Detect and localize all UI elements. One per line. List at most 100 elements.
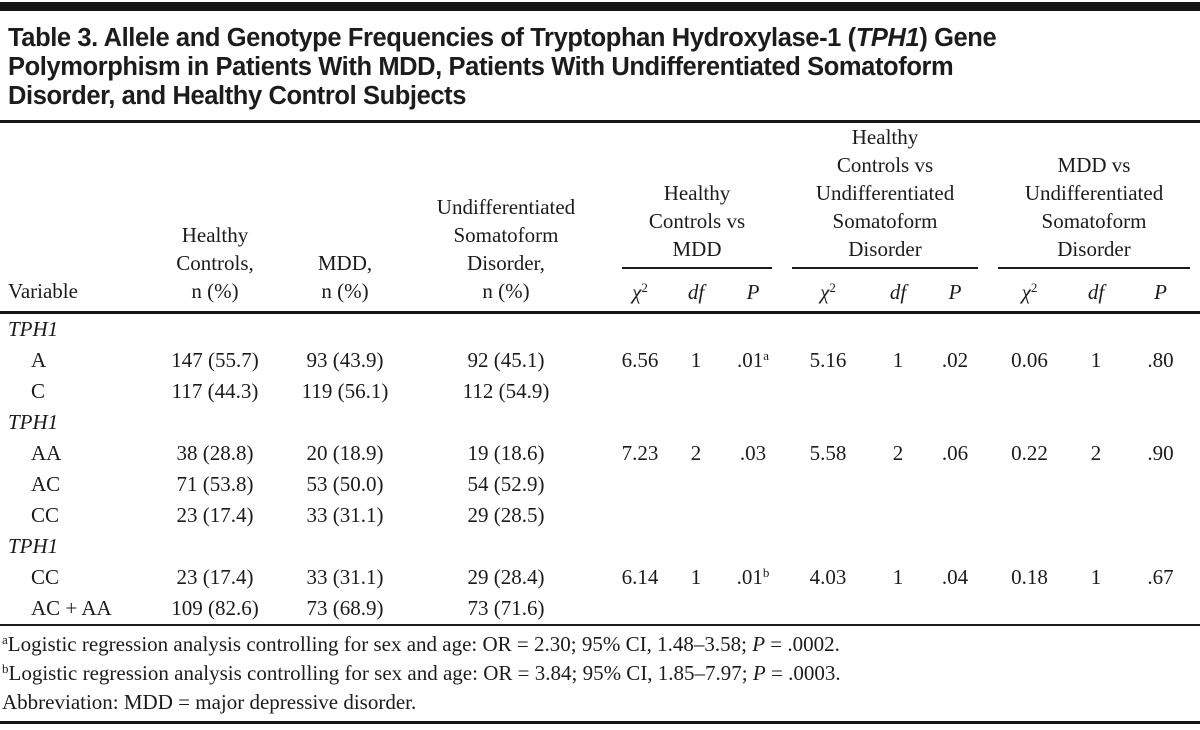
table-row: CC 23 (17.4) 33 (31.1) 29 (28.4) 6.14 1 .01b 4.… — [0, 562, 1200, 593]
top-rule-bar — [0, 2, 1200, 11]
value-cell — [922, 500, 988, 531]
value-cell — [668, 593, 724, 626]
value-cell: 33 (31.1) — [306, 565, 384, 589]
value-cell — [782, 500, 874, 531]
header-group-row: Variable Healthy Controls, n (%) MDD, n … — [0, 123, 1200, 314]
value-cell: .01a — [736, 348, 770, 372]
value-cell: 0.06 — [1011, 348, 1048, 372]
value-cell: 6.14 — [621, 565, 659, 589]
variable-cell: A — [31, 348, 47, 372]
value-cell — [724, 593, 783, 626]
value-cell: .04 — [941, 565, 969, 589]
value-cell — [724, 469, 782, 500]
variable-cell: C — [31, 379, 46, 403]
value-cell: 119 (56.1) — [301, 379, 389, 403]
chi-exponent: 2 — [829, 280, 836, 295]
table-footnotes: aLogistic regression analysis controllin… — [2, 630, 1200, 717]
value-cell — [874, 376, 922, 407]
value-cell — [922, 376, 988, 407]
value-cell: 1 — [1090, 348, 1102, 372]
value-cell — [612, 469, 668, 500]
value-cell: 112 (54.9) — [462, 379, 550, 403]
table-row: C 117 (44.3) 119 (56.1) 112 (54.9) — [0, 376, 1200, 407]
value-cell: 19 (18.6) — [467, 441, 545, 465]
value-cell: .02 — [941, 348, 969, 372]
group-header-mdd-vs-somatoform: MDD vs Undifferentiated Somatoform Disor… — [988, 123, 1200, 269]
value-cell: .80 — [1147, 348, 1174, 372]
table-title: Table 3. Allele and Genotype Frequencies… — [8, 24, 1192, 111]
value-cell: 1 — [690, 348, 702, 372]
value-cell: .01b — [736, 565, 770, 589]
value-cell: 54 (52.9) — [467, 472, 545, 496]
value-cell — [782, 593, 875, 626]
p-header: P — [724, 269, 783, 314]
title-rule — [0, 120, 1200, 123]
value-cell: 7.23 — [621, 441, 659, 465]
value-cell: 73 (71.6) — [400, 593, 612, 626]
value-cell — [724, 376, 782, 407]
value-cell: 147 (55.7) — [171, 348, 259, 372]
footnote-marker: b — [2, 661, 9, 676]
group-header-label: MDD vs Undifferentiated Somatoform Disor… — [998, 151, 1191, 269]
table-row: CC 23 (17.4) 33 (31.1) 29 (28.5) — [0, 500, 1200, 531]
column-header-somatoform: Undifferentiated Somatoform Disorder, n … — [400, 123, 612, 314]
value-cell: 71 (53.8) — [176, 472, 254, 496]
p-value-symbol: P — [752, 632, 766, 656]
value-cell: 23 (17.4) — [176, 503, 254, 527]
value-cell: 5.16 — [809, 348, 847, 372]
value-cell — [668, 469, 724, 500]
value-cell — [988, 500, 1071, 531]
value-cell: 6.56 — [621, 348, 659, 372]
chi-symbol: χ — [1021, 280, 1031, 304]
value-cell: 4.03 — [809, 565, 847, 589]
value-cell — [612, 500, 668, 531]
value-cell: .03 — [739, 441, 767, 465]
chi-square-header: χ2 — [782, 269, 875, 314]
group-header-hc-vs-somatoform: Healthy Controls vs Undifferentiated Som… — [782, 123, 988, 269]
value-cell: 1 — [892, 565, 904, 589]
value-cell — [1121, 593, 1200, 626]
value-cell: 20 (18.9) — [306, 441, 384, 465]
column-header-mdd: MDD, n (%) — [290, 123, 400, 314]
chi-square-header: χ2 — [612, 269, 668, 314]
value-cell: 2 — [690, 441, 702, 465]
value-cell: 1 — [892, 348, 904, 372]
table-title-text-tail: ) Gene Polymorphism in Patients With MDD… — [8, 24, 997, 110]
value-cell: 38 (28.8) — [176, 441, 254, 465]
variable-cell: AC + AA — [0, 593, 140, 626]
value-cell: 92 (45.1) — [467, 348, 545, 372]
value-cell: 33 (31.1) — [306, 503, 384, 527]
value-cell: 117 (44.3) — [171, 379, 259, 403]
gene-section-row: TPH1 — [0, 407, 1200, 438]
gene-section-row: TPH1 — [0, 313, 1200, 346]
value-cell: 23 (17.4) — [176, 565, 254, 589]
value-cell — [922, 593, 989, 626]
value-cell: 2 — [1090, 441, 1102, 465]
value-cell — [988, 376, 1071, 407]
chi-exponent: 2 — [641, 280, 648, 295]
footnote-marker: b — [762, 565, 770, 580]
value-cell — [1071, 376, 1121, 407]
footnote-marker: a — [2, 632, 8, 647]
value-cell — [724, 500, 782, 531]
chi-symbol: χ — [632, 280, 642, 304]
value-cell: 73 (68.9) — [290, 593, 400, 626]
group-header-label: Healthy Controls vs Undifferentiated Som… — [792, 123, 979, 269]
chi-exponent: 2 — [1030, 280, 1038, 295]
value-cell: 29 (28.5) — [467, 503, 545, 527]
gene-section-row: TPH1 — [0, 531, 1200, 562]
variable-cell: AC — [31, 472, 61, 496]
value-cell: 109 (82.6) — [140, 593, 290, 626]
p-value-symbol: P — [752, 661, 766, 685]
group-header-hc-vs-mdd: Healthy Controls vs MDD — [612, 123, 782, 269]
chi-symbol: χ — [820, 280, 830, 304]
value-cell — [988, 469, 1071, 500]
value-cell: 0.22 — [1011, 441, 1048, 465]
value-cell — [874, 593, 923, 626]
value-cell — [1071, 469, 1121, 500]
value-cell — [1121, 500, 1200, 531]
table-row: AA 38 (28.8) 20 (18.9) 19 (18.6) 7.23 2 .03 5.5… — [0, 438, 1200, 469]
value-cell — [612, 376, 668, 407]
p-header: P — [922, 269, 989, 314]
value-cell: 93 (43.9) — [306, 348, 384, 372]
